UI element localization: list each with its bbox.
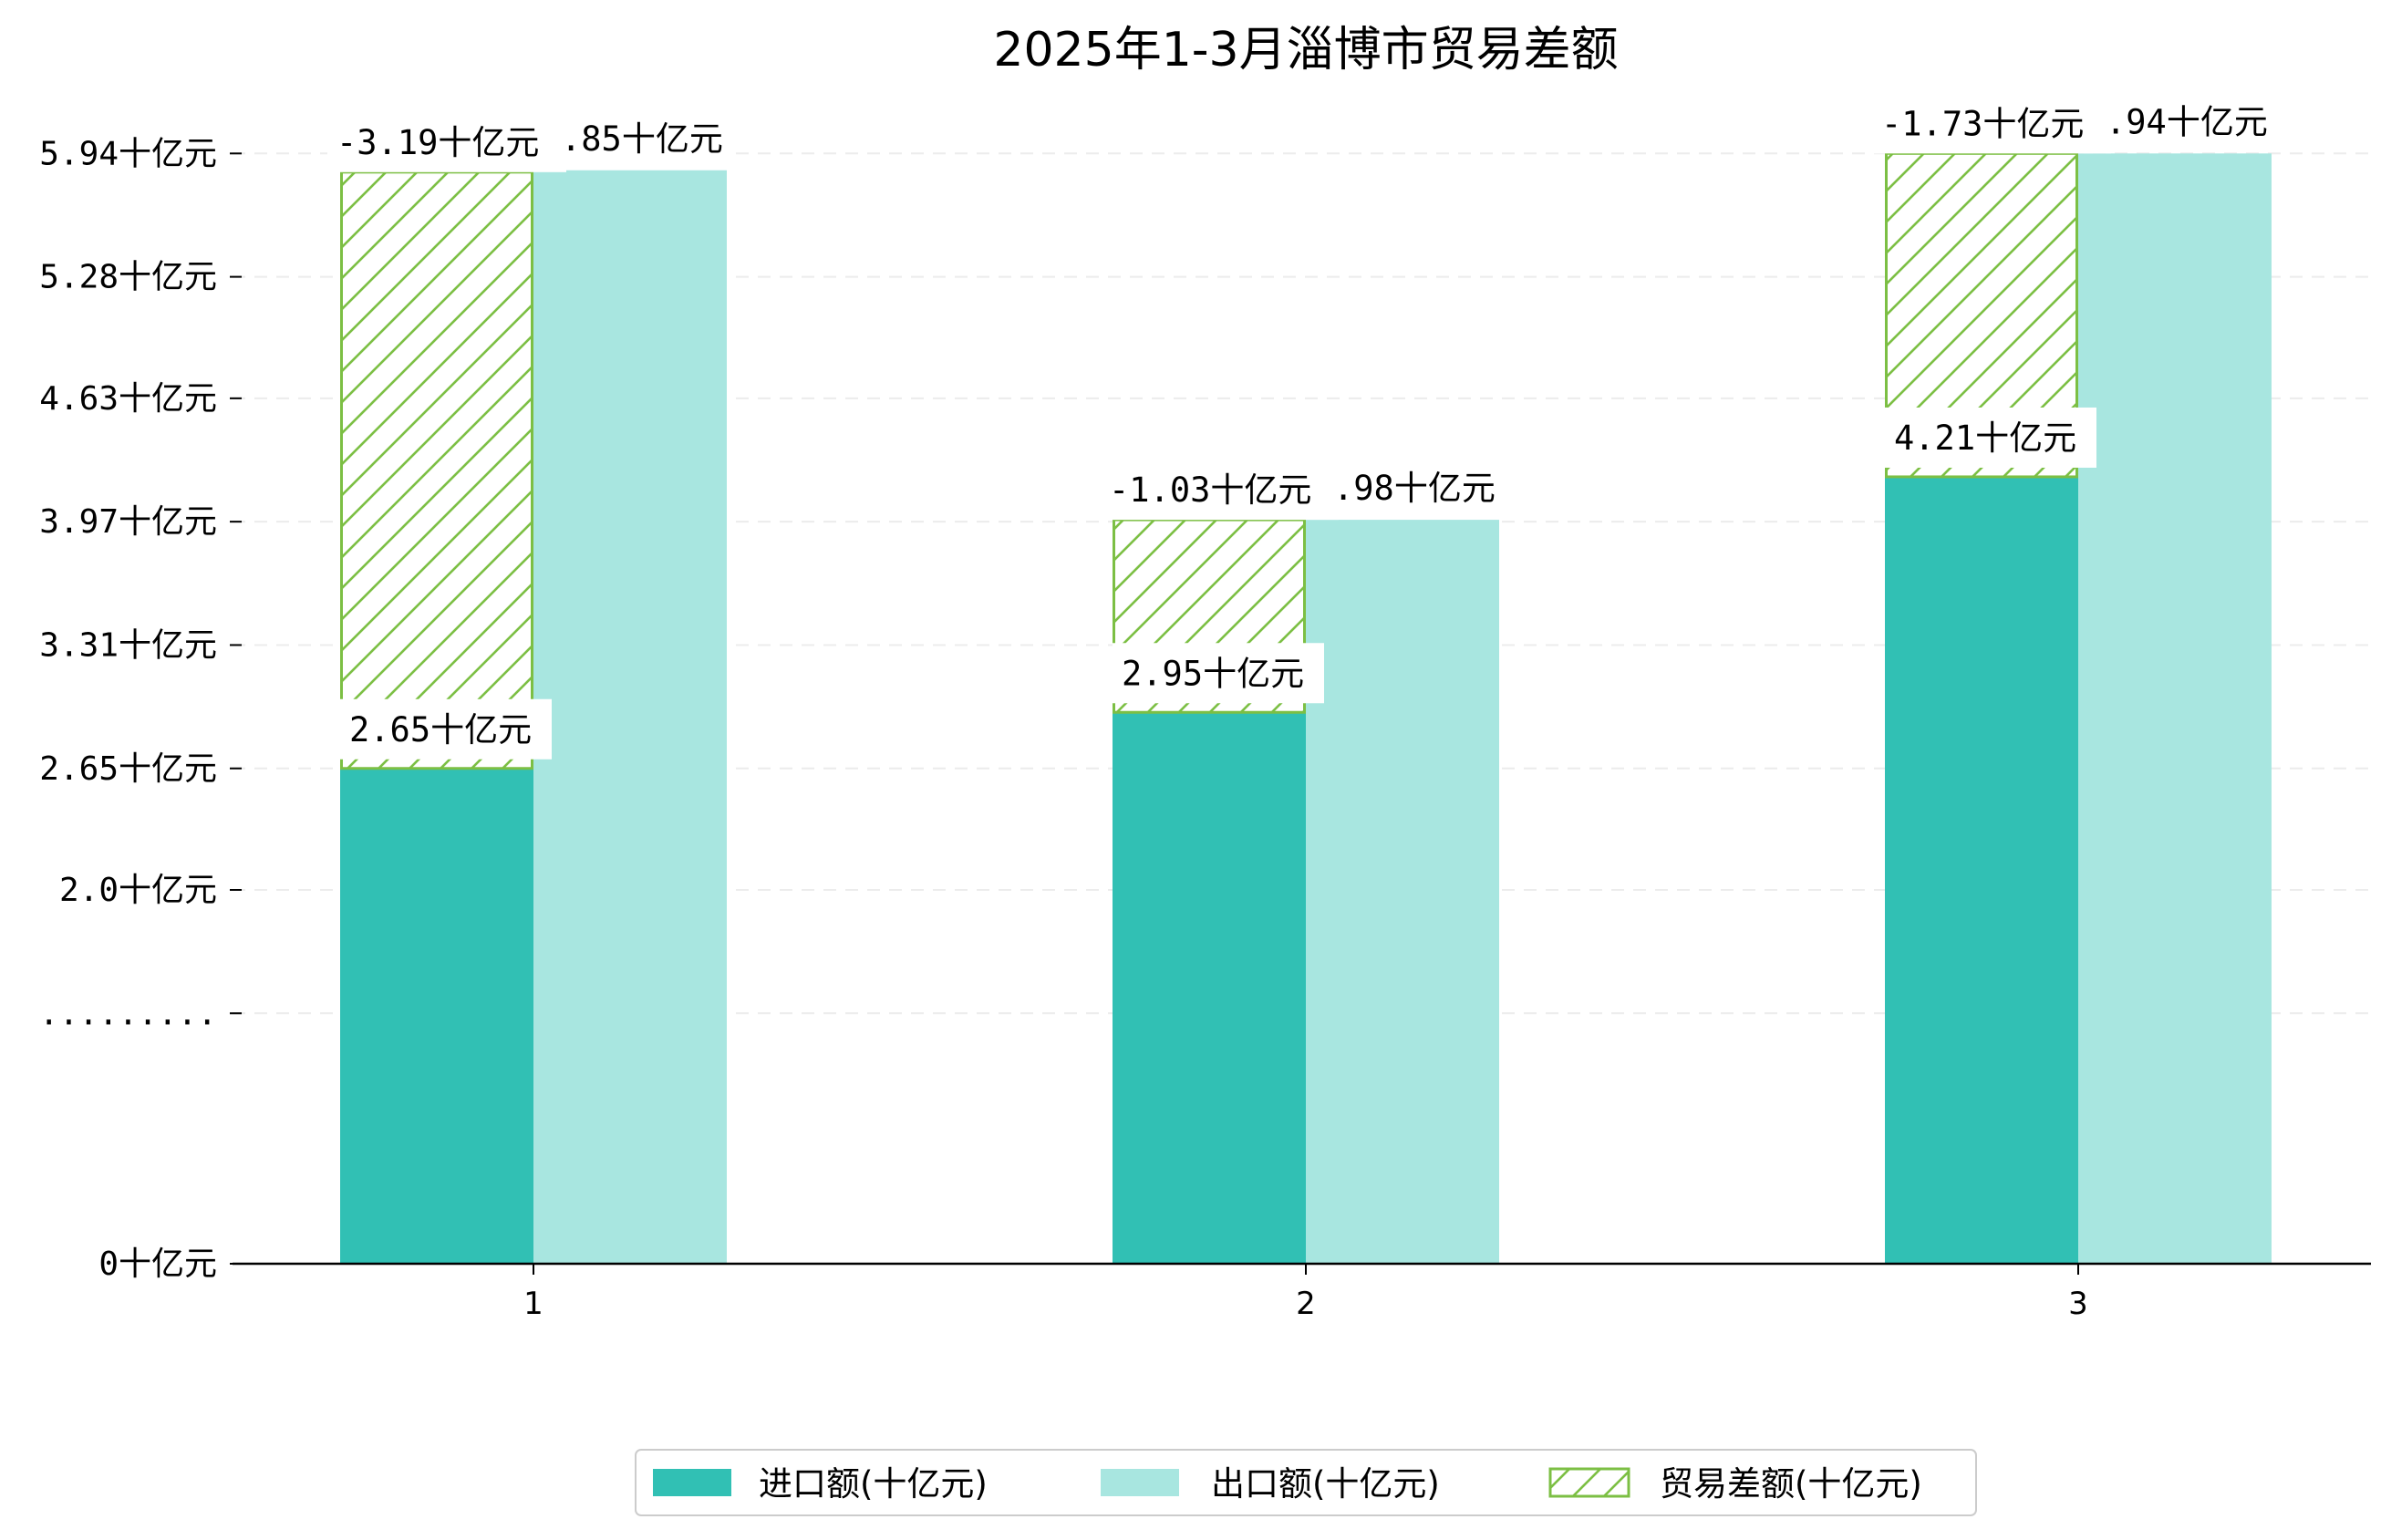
x-tick-label: 2 (1296, 1286, 1316, 1322)
legend-swatch (653, 1469, 731, 1496)
legend-label: 出口额(十亿元) (1211, 1464, 1440, 1504)
export-label: .98十亿元 (1333, 469, 1496, 508)
x-tick-label: 3 (2068, 1286, 2088, 1322)
data-labels-group: .85十亿元 2.65十亿元 -3.19十亿元 .98十亿元 2.95十亿元 -1.03十… (327, 91, 2279, 760)
y-tick-label: 4.63十亿元 (39, 380, 217, 418)
import-bar (340, 768, 533, 1264)
export-label-box (2096, 91, 2279, 152)
legend-label: 贸易差额(十亿元) (1660, 1464, 1922, 1504)
y-tick-label: ......... (39, 995, 217, 1032)
export-label-box (1324, 458, 1506, 519)
import-bar (1113, 712, 1306, 1264)
import-label-box (1113, 643, 1324, 704)
y-tick-label: 2.0十亿元 (59, 872, 217, 909)
y-tick-label: 3.31十亿元 (39, 626, 217, 664)
trade-balance-label: -1.73十亿元 (1881, 104, 2084, 143)
legend-swatch (1548, 1467, 1630, 1498)
import-label-box (340, 698, 552, 760)
x-axis: 1 2 3 (233, 1262, 2371, 1322)
trade-balance-label: -3.19十亿元 (336, 123, 539, 162)
import-label-box (1885, 407, 2096, 468)
export-label-box (552, 108, 734, 169)
y-tick-label: 5.94十亿元 (39, 135, 217, 172)
export-label: .94十亿元 (2106, 102, 2268, 141)
bars-group (340, 151, 2272, 1264)
y-axis: 0十亿元......... 2.0十亿元 2.65十亿元 3.31十亿元 3.97十亿元… (39, 135, 242, 1283)
y-tick-label: 3.97十亿元 (39, 503, 217, 541)
export-bar (2078, 153, 2272, 1264)
import-label: 2.95十亿元 (1122, 654, 1304, 693)
import-bar (1885, 476, 2078, 1264)
x-tick-label: 1 (523, 1286, 543, 1322)
export-bar (1306, 520, 1499, 1264)
trade-balance-label-box (1872, 93, 2111, 154)
y-tick-label: 5.28十亿元 (39, 259, 217, 296)
trade-balance-label: -1.03十亿元 (1109, 470, 1311, 510)
import-label: 4.21十亿元 (1894, 419, 2076, 458)
chart-title: 2025年1-3月淄博市贸易差额 (993, 23, 1618, 78)
trade-balance-bar (340, 171, 533, 770)
y-tick-label: 2.65十亿元 (39, 750, 217, 788)
legend-frame (635, 1449, 1977, 1516)
legend-swatch (1101, 1469, 1179, 1496)
y-tick-label: 0十亿元 (98, 1245, 217, 1283)
export-bar (533, 170, 727, 1264)
legend-label: 进口额(十亿元) (759, 1464, 988, 1504)
import-label: 2.65十亿元 (349, 710, 532, 749)
trade-balance-label-box (327, 111, 566, 172)
export-label: .85十亿元 (561, 119, 723, 159)
legend: 进口额(十亿元) 出口额(十亿元) 贸易差额(十亿元) (635, 1449, 1977, 1516)
trade-balance-label-box (1100, 460, 1339, 521)
